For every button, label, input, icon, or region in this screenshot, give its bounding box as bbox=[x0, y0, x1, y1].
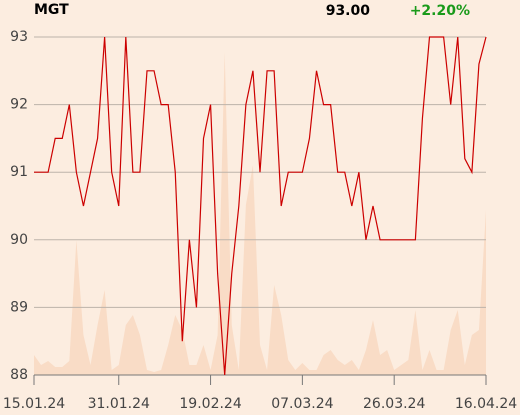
x-tick-label: 15.01.24 bbox=[3, 396, 65, 412]
price-change: +2.20% bbox=[410, 3, 470, 19]
price-line bbox=[34, 36, 487, 376]
x-tick-label: 16.04.24 bbox=[455, 396, 517, 412]
y-tick-label: 91 bbox=[10, 164, 28, 180]
y-tick-label: 89 bbox=[10, 299, 28, 315]
y-tick-label: 92 bbox=[10, 97, 28, 113]
x-tick-label: 19.02.24 bbox=[179, 396, 241, 412]
volume-area bbox=[34, 52, 486, 375]
x-tick-label: 07.03.24 bbox=[271, 396, 333, 412]
x-tick-label: 31.01.24 bbox=[88, 396, 150, 412]
last-price: 93.00 bbox=[326, 3, 371, 19]
y-tick-label: 88 bbox=[10, 367, 28, 383]
y-tick-label: 90 bbox=[10, 232, 28, 248]
chart-title: MGT bbox=[34, 2, 69, 18]
y-tick-label: 93 bbox=[10, 29, 28, 45]
x-tick-label: 26.03.24 bbox=[363, 396, 425, 412]
